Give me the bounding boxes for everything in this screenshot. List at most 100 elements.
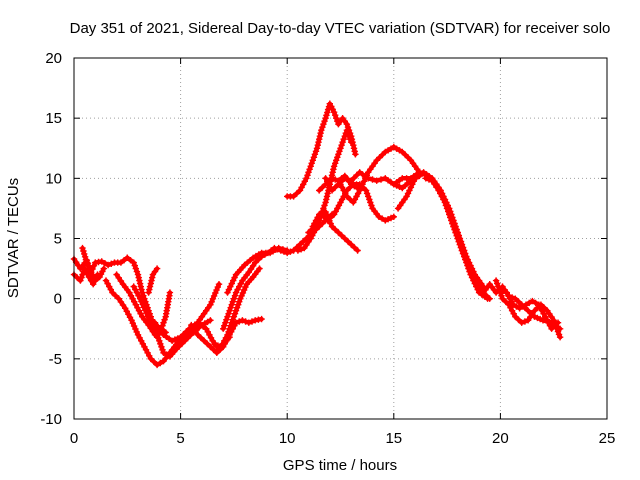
data-point (208, 298, 215, 305)
data-point (531, 307, 538, 314)
data-point (228, 280, 235, 287)
data-point (363, 172, 370, 179)
data-point (348, 139, 355, 146)
data-point (197, 334, 205, 341)
data-point (431, 180, 438, 188)
data-point (79, 244, 86, 252)
data-point (554, 319, 562, 326)
data-series (145, 265, 161, 296)
data-point (194, 331, 201, 338)
data-point (344, 238, 352, 245)
data-point (518, 319, 525, 326)
data-point (384, 216, 392, 223)
data-point (166, 289, 174, 296)
data-point (425, 176, 433, 183)
x-tick-label: 15 (385, 430, 402, 447)
data-point (146, 283, 154, 290)
data-point (129, 320, 136, 327)
data-point (362, 175, 369, 182)
data-point (305, 169, 312, 176)
data-point (498, 292, 505, 299)
data-point (521, 318, 529, 325)
data-point (409, 181, 416, 188)
data-point (222, 319, 229, 326)
data-point (456, 241, 464, 248)
data-point (83, 259, 90, 266)
data-point (279, 246, 287, 253)
data-point (346, 136, 354, 143)
data-point (209, 295, 217, 302)
data-point (239, 317, 246, 324)
data-point (524, 307, 532, 314)
data-point (130, 259, 137, 266)
data-point (214, 283, 221, 291)
data-point (312, 148, 320, 155)
data-point (483, 292, 490, 299)
data-point (309, 157, 316, 164)
data-point (343, 193, 351, 200)
data-point (367, 199, 374, 206)
data-series (224, 244, 291, 296)
data-point (235, 301, 242, 308)
data-point (142, 307, 149, 314)
data-point (369, 176, 376, 183)
plot-frame (73, 57, 608, 420)
data-point (224, 289, 231, 296)
data-point (357, 184, 365, 191)
data-point (344, 176, 352, 183)
data-point (228, 319, 235, 326)
y-axis-label: SDTVAR / TECUs (5, 178, 22, 298)
data-point (305, 229, 312, 236)
data-point (322, 115, 329, 122)
data-point (328, 187, 336, 194)
data-point (338, 232, 345, 239)
data-point (207, 317, 214, 324)
data-point (324, 214, 332, 221)
data-point (319, 210, 326, 217)
data-point (224, 331, 231, 338)
data-point (171, 336, 179, 343)
data-point (214, 342, 222, 349)
data-point (213, 286, 220, 294)
data-point (226, 325, 233, 332)
data-point (225, 286, 233, 293)
data-series (284, 100, 359, 200)
data-point (256, 265, 263, 272)
data-point (220, 325, 227, 332)
data-point (330, 109, 338, 116)
data-point (132, 325, 139, 333)
data-point (457, 244, 465, 251)
data-point (515, 316, 522, 323)
data-point (297, 246, 305, 253)
data-point (329, 106, 336, 113)
data-point (82, 256, 90, 263)
data-point (404, 190, 412, 197)
data-point (328, 175, 336, 182)
data-point (356, 187, 363, 194)
data-point (161, 316, 168, 323)
data-point (328, 223, 336, 230)
data-point (343, 127, 351, 134)
data-point (323, 112, 330, 119)
data-point (339, 139, 346, 146)
data-point (304, 172, 311, 179)
data-point (133, 268, 141, 275)
data-point (104, 261, 112, 269)
axis-ticks: 0 5 10 15 20 25 -10 -5 0 5 10 15 20 (40, 50, 615, 447)
data-series (492, 277, 564, 341)
data-series (211, 265, 263, 350)
data-point (210, 292, 218, 300)
data-point (108, 260, 115, 267)
data-point (284, 247, 291, 254)
data-point (211, 341, 218, 348)
data-point (245, 319, 252, 326)
y-tick-label: 0 (54, 291, 62, 308)
series-trace (225, 245, 290, 295)
data-point (422, 175, 429, 182)
data-point (139, 301, 146, 308)
data-point (343, 121, 351, 128)
data-point (362, 187, 370, 194)
data-point (323, 211, 331, 219)
data-point (215, 281, 223, 288)
